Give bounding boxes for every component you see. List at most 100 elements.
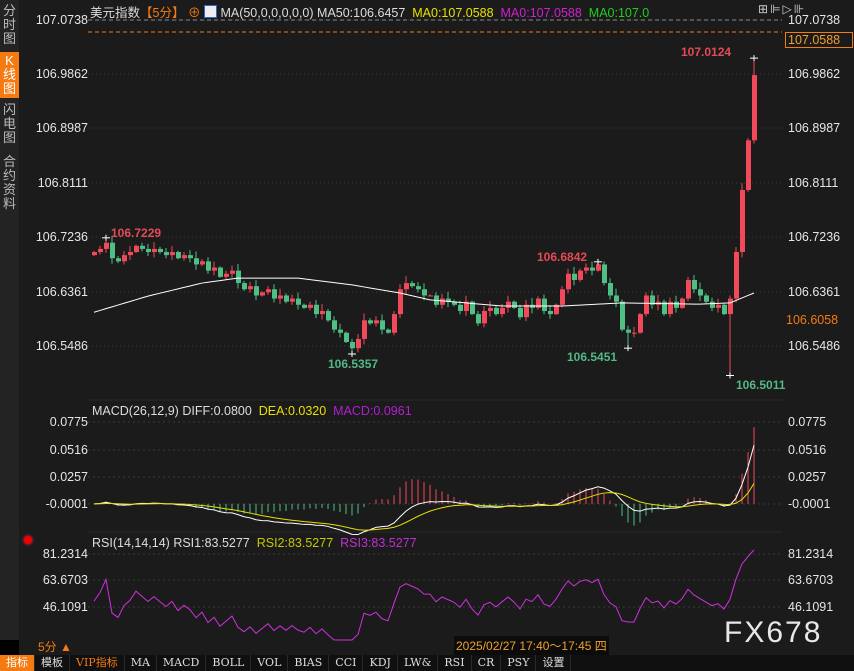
- toolbar-macd-button[interactable]: MACD: [157, 655, 207, 671]
- tab-contract-info[interactable]: 合约资料: [2, 154, 16, 211]
- toolbar--button[interactable]: 模板: [35, 655, 70, 671]
- toolbar-cr-button[interactable]: CR: [472, 655, 502, 671]
- candle-down: [650, 295, 655, 305]
- sidebar: 分时图 K线图 闪电图 合约资料: [0, 0, 19, 640]
- toolbar-lw-button[interactable]: LW&: [398, 655, 439, 671]
- candle-down: [236, 270, 241, 284]
- candle-down: [602, 264, 607, 284]
- candle-up: [428, 295, 433, 297]
- candle-down: [338, 329, 343, 333]
- candle-down: [326, 310, 331, 321]
- tab-kline[interactable]: K线图: [0, 52, 19, 98]
- candle-down: [422, 289, 427, 296]
- period-indicator[interactable]: 5分 ▲: [38, 640, 72, 654]
- candle-down: [572, 273, 577, 280]
- macd-tick-right: 0.0775: [788, 415, 827, 429]
- toolbar-vol-button[interactable]: VOL: [251, 655, 289, 671]
- crosshair-icon[interactable]: ⊕: [187, 6, 201, 20]
- candle-up: [746, 140, 751, 190]
- candle-up: [578, 270, 583, 280]
- chart-nav-buttons[interactable]: ⊞⊫▷⊪: [758, 2, 806, 16]
- toolbar-kdj-button[interactable]: KDJ: [363, 655, 398, 671]
- macd-tick-right: 0.0516: [788, 443, 827, 457]
- rsi1-value: RSI1:83.5277: [173, 536, 250, 550]
- diff-value: DIFF:0.0800: [182, 404, 252, 418]
- candle-down: [704, 295, 709, 302]
- toolbar-rsi-button[interactable]: RSI: [438, 655, 472, 671]
- candle-down: [722, 304, 727, 315]
- candle-down: [146, 248, 151, 253]
- y-tick-left: 106.8987: [35, 121, 88, 135]
- candle-down: [380, 320, 385, 330]
- tab-timeshare[interactable]: 分时图: [2, 3, 16, 46]
- macd-tick-right: -0.0001: [788, 497, 831, 511]
- indicator-settings-icon[interactable]: [203, 5, 217, 18]
- annotation-high: 106.7229: [111, 226, 162, 240]
- candle-down: [476, 314, 481, 324]
- toolbar-cci-button[interactable]: CCI: [329, 655, 364, 671]
- toolbar-vip-button[interactable]: VIP指标: [70, 655, 125, 671]
- candle-down: [140, 245, 145, 249]
- candle-down: [296, 298, 301, 305]
- candle-up: [200, 261, 205, 265]
- candle-up: [500, 307, 505, 315]
- candle-down: [194, 258, 199, 265]
- candle-up: [740, 189, 745, 253]
- candle-down: [662, 301, 667, 315]
- toolbar-boll-button[interactable]: BOLL: [206, 655, 252, 671]
- rsi2-value: RSI2:83.5277: [256, 536, 334, 550]
- indicator-toolbar: 指标 模板 VIP指标 MA MACD BOLL VOL BIAS CCI KDJ LW& RSI CR…: [0, 655, 854, 671]
- play-icon[interactable]: ▷: [782, 2, 794, 16]
- zoom-fit-icon[interactable]: ⊞: [758, 2, 771, 16]
- ma-params: MA(50,0,0,0,0,0): [220, 6, 314, 20]
- toolbar--button[interactable]: 设置: [536, 655, 572, 671]
- rsi-line: [93, 549, 755, 641]
- candle-down: [284, 295, 289, 302]
- candle-down: [110, 242, 115, 259]
- alert-icon[interactable]: [24, 536, 32, 544]
- rsi-legend: RSI(14,14,14) RSI1:83.5277 RSI2:83.5277 …: [92, 536, 417, 550]
- y-tick-left: 106.6361: [35, 285, 88, 299]
- macd-params: MACD(26,12,9): [92, 404, 179, 418]
- candle-up: [308, 304, 313, 308]
- candle-down: [416, 286, 421, 290]
- diff-line: [93, 444, 755, 536]
- candle-up: [362, 320, 367, 339]
- candle-up: [134, 245, 139, 253]
- candle-down: [470, 301, 475, 315]
- period-label[interactable]: 【5分】: [140, 6, 185, 20]
- candle-up: [398, 289, 403, 315]
- candle-up: [596, 264, 601, 271]
- toolbar-psy-button[interactable]: PSY: [501, 655, 537, 671]
- candle-down: [242, 283, 247, 290]
- scroll-end-icon[interactable]: ⊪: [793, 2, 807, 16]
- candle-down: [494, 307, 499, 315]
- candle-up: [440, 298, 445, 305]
- candle-down: [548, 310, 553, 315]
- candle-down: [542, 298, 547, 311]
- cursor-time-label: 2025/02/27 17:40～17:45 四: [454, 636, 609, 655]
- candle-up: [506, 301, 511, 308]
- candle-up: [122, 255, 127, 262]
- toolbar--button[interactable]: 指标: [0, 655, 35, 671]
- candle-up: [248, 286, 253, 290]
- y-tick-right: 107.0738: [788, 13, 841, 27]
- candle-down: [164, 252, 169, 256]
- candle-up: [638, 314, 643, 333]
- candle-up: [728, 298, 733, 315]
- scroll-start-icon[interactable]: ⊫: [770, 2, 783, 16]
- candle-down: [512, 301, 517, 308]
- corner-block: [0, 640, 19, 655]
- candle-down: [608, 283, 613, 296]
- ma0-price-tag: 107.0588: [785, 32, 853, 48]
- candle-up: [584, 267, 589, 271]
- tab-flash-chart[interactable]: 闪电图: [2, 102, 16, 145]
- rsi-params: RSI(14,14,14): [92, 536, 170, 550]
- candle-up: [644, 295, 649, 315]
- macd-tick-right: 0.0257: [788, 470, 827, 484]
- candle-down: [452, 301, 457, 305]
- rsi-tick-right: 81.2314: [788, 547, 834, 561]
- toolbar-ma-button[interactable]: MA: [125, 655, 157, 671]
- toolbar-bias-button[interactable]: BIAS: [288, 655, 330, 671]
